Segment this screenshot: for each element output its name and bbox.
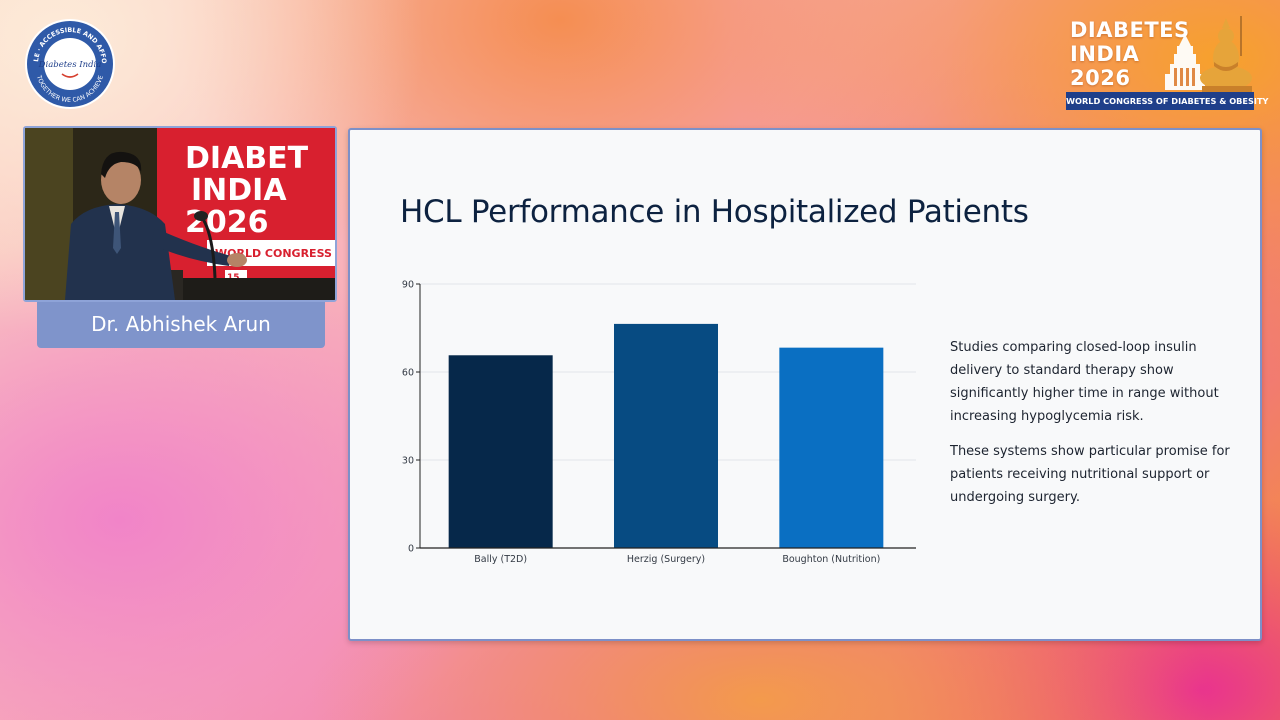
svg-text:2026: 2026 bbox=[185, 205, 269, 240]
slide-paragraph-2: These systems show particular promise fo… bbox=[950, 444, 1230, 505]
chart-bars bbox=[448, 323, 884, 548]
x-category-label: Bally (T2D) bbox=[474, 554, 527, 565]
bar bbox=[614, 323, 718, 548]
bar bbox=[779, 347, 884, 548]
congress-logo: DIABETES INDIA 2026 bbox=[1066, 14, 1268, 112]
chart-labels: 0 30 60 90 Bally (T2D) Herzig (Surgery) Bought… bbox=[402, 280, 880, 566]
congress-title-line-1: DIABETES bbox=[1070, 18, 1190, 42]
speaker-video-feed: DIABET INDIA 2026 WORLD CONGRESS O 15 bbox=[25, 128, 335, 300]
svg-text:INDIA: INDIA bbox=[191, 173, 287, 208]
slide-title: HCL Performance in Hospitalized Patients bbox=[400, 194, 1029, 230]
congress-title-line-2: INDIA bbox=[1070, 42, 1140, 66]
y-tick-label: 60 bbox=[402, 368, 414, 379]
y-tick-label: 0 bbox=[408, 544, 414, 555]
x-category-label: Boughton (Nutrition) bbox=[782, 554, 880, 565]
congress-title-line-3: 2026 bbox=[1070, 66, 1131, 90]
bar-chart: 0 30 60 90 Bally (T2D) Herzig (Surgery) Bought… bbox=[402, 280, 916, 566]
bar bbox=[448, 355, 553, 548]
speaker-video: DIABET INDIA 2026 WORLD CONGRESS O 15 bbox=[23, 126, 337, 302]
svg-text:DIABET: DIABET bbox=[185, 141, 309, 176]
temple-statue-icon bbox=[1165, 16, 1252, 92]
y-tick-label: 90 bbox=[402, 280, 414, 291]
society-logo: AVAILABLE · ACCESSIBLE AND AFFORDABLE TO… bbox=[21, 12, 116, 110]
slide-body-text: Studies comparing closed-loop insulin de… bbox=[950, 336, 1230, 521]
slide-paragraph-1: Studies comparing closed-loop insulin de… bbox=[950, 340, 1219, 424]
chart-axes bbox=[416, 283, 916, 549]
congress-banner: WORLD CONGRESS OF DIABETES & OBESITY bbox=[1066, 92, 1268, 110]
society-seal-icon: AVAILABLE · ACCESSIBLE AND AFFORDABLE TO… bbox=[21, 12, 115, 109]
x-category-label: Herzig (Surgery) bbox=[627, 554, 705, 565]
presentation-slide: HCL Performance in Hospitalized Patients… bbox=[348, 128, 1262, 641]
seal-center-text: Diabetes India bbox=[38, 60, 102, 70]
congress-title: DIABETES INDIA 2026 bbox=[1070, 18, 1190, 90]
y-tick-label: 30 bbox=[402, 456, 414, 467]
speaker-nameplate: Dr. Abhishek Arun bbox=[37, 302, 325, 348]
